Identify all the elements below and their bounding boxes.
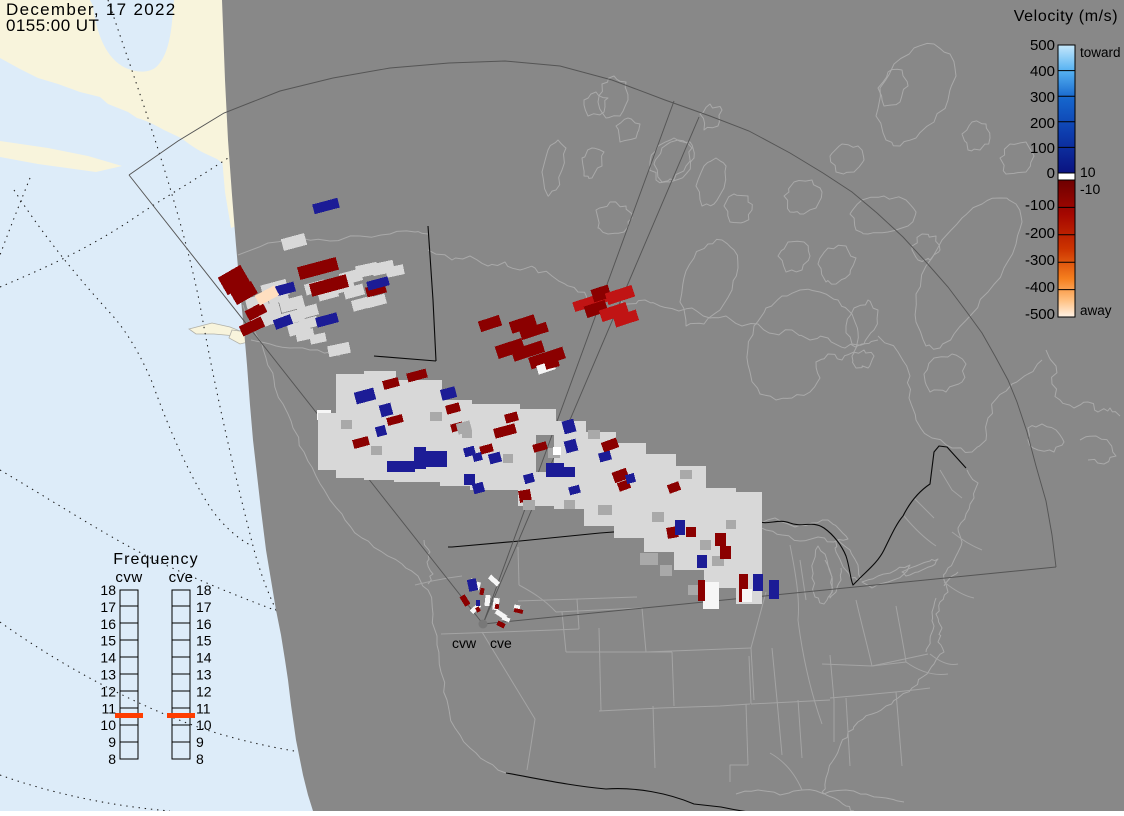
svg-text:10: 10 bbox=[1080, 164, 1096, 180]
svg-text:18: 18 bbox=[196, 582, 212, 598]
svg-text:-10: -10 bbox=[1080, 181, 1100, 197]
svg-text:10: 10 bbox=[196, 717, 212, 733]
svg-text:500: 500 bbox=[1030, 37, 1055, 54]
svg-text:14: 14 bbox=[196, 650, 212, 666]
svg-text:100: 100 bbox=[1030, 140, 1055, 157]
svg-text:13: 13 bbox=[196, 667, 212, 683]
svg-text:16: 16 bbox=[100, 616, 116, 632]
svg-text:toward: toward bbox=[1080, 45, 1121, 60]
svg-text:14: 14 bbox=[100, 650, 116, 666]
svg-text:0155:00 UT: 0155:00 UT bbox=[6, 16, 99, 35]
svg-text:-400: -400 bbox=[1025, 279, 1055, 296]
svg-text:17: 17 bbox=[100, 599, 116, 615]
svg-text:cve: cve bbox=[490, 635, 512, 651]
svg-text:9: 9 bbox=[108, 734, 116, 750]
svg-text:18: 18 bbox=[100, 582, 116, 598]
svg-text:8: 8 bbox=[196, 751, 204, 767]
svg-text:-200: -200 bbox=[1025, 225, 1055, 242]
svg-text:cvw: cvw bbox=[115, 569, 142, 586]
svg-text:9: 9 bbox=[196, 734, 204, 750]
svg-text:cve: cve bbox=[169, 569, 194, 586]
svg-text:12: 12 bbox=[196, 683, 212, 699]
svg-text:15: 15 bbox=[196, 633, 212, 649]
svg-text:13: 13 bbox=[100, 667, 116, 683]
svg-text:400: 400 bbox=[1030, 63, 1055, 80]
svg-text:11: 11 bbox=[196, 700, 211, 716]
svg-text:10: 10 bbox=[100, 717, 116, 733]
svg-text:11: 11 bbox=[101, 700, 116, 716]
svg-text:December, 17 2022: December, 17 2022 bbox=[6, 0, 176, 19]
svg-text:cvw: cvw bbox=[452, 635, 477, 651]
svg-text:away: away bbox=[1080, 303, 1112, 318]
svg-text:12: 12 bbox=[100, 683, 116, 699]
svg-text:0: 0 bbox=[1047, 165, 1055, 182]
svg-text:8: 8 bbox=[108, 751, 116, 767]
svg-text:-500: -500 bbox=[1025, 306, 1055, 323]
svg-text:300: 300 bbox=[1030, 89, 1055, 106]
svg-text:-300: -300 bbox=[1025, 252, 1055, 269]
svg-text:17: 17 bbox=[196, 599, 212, 615]
svg-text:Velocity (m/s): Velocity (m/s) bbox=[1014, 8, 1118, 25]
svg-text:200: 200 bbox=[1030, 115, 1055, 132]
svg-text:-100: -100 bbox=[1025, 197, 1055, 214]
svg-text:16: 16 bbox=[196, 616, 212, 632]
svg-text:15: 15 bbox=[100, 633, 116, 649]
svg-text:Frequency: Frequency bbox=[113, 551, 199, 568]
